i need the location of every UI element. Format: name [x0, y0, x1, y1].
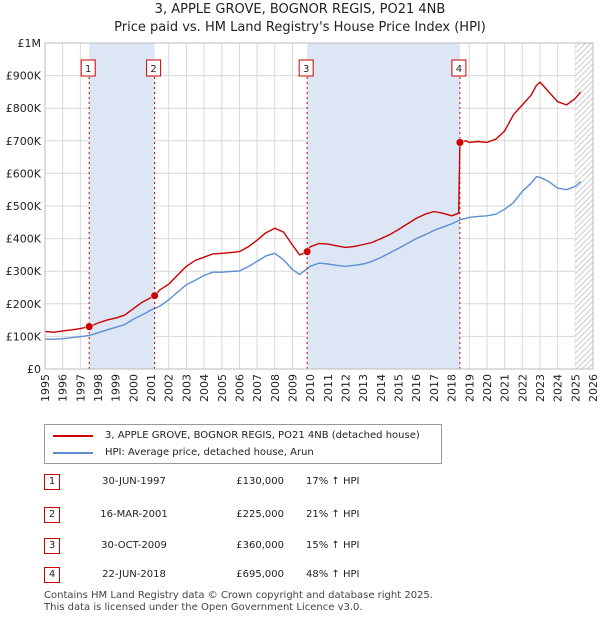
- chart-subtitle: Price paid vs. HM Land Registry's House …: [114, 20, 486, 35]
- sale-hpi-change: 15% ↑ HPI: [306, 540, 360, 551]
- sale-marker-box: [451, 59, 467, 77]
- sale-hpi-change: 48% ↑ HPI: [306, 569, 360, 580]
- x-tick-label: 2001: [145, 374, 158, 402]
- y-tick-label: £200K: [6, 298, 42, 311]
- sale-marker-label: 3: [303, 64, 309, 75]
- x-tick-label: 2007: [251, 374, 264, 402]
- x-tick-label: 1999: [110, 374, 123, 402]
- sale-number: 3: [44, 538, 60, 554]
- sale-hpi-change: 21% ↑ HPI: [306, 509, 360, 520]
- legend-swatch-hpi: [53, 452, 93, 454]
- x-tick-label: 2015: [393, 374, 406, 402]
- x-tick-label: 1996: [57, 374, 70, 402]
- legend-swatch-property: [53, 435, 93, 437]
- x-tick-label: 2023: [534, 374, 547, 402]
- x-tick-label: 2006: [233, 374, 246, 402]
- x-tick-label: 2024: [552, 374, 565, 402]
- price-chart: 1 2 3 4 £0 £100K £200K £300K £400K £500K £600K £70…: [6, 37, 600, 402]
- x-tick-label: 2003: [180, 374, 193, 402]
- legend-label-hpi: HPI: Average price, detached house, Arun: [105, 447, 314, 458]
- x-tick-label: 1997: [74, 374, 87, 402]
- y-tick-label: £800K: [6, 102, 42, 115]
- x-tick-label: 2013: [357, 374, 370, 402]
- y-tick-label: £600K: [6, 167, 42, 180]
- x-tick-label: 2000: [127, 374, 140, 402]
- x-tick-label: 2022: [516, 374, 529, 402]
- sale-point: [455, 138, 464, 147]
- hpi-series: [44, 175, 582, 340]
- sale-marker-label: 1: [85, 64, 91, 75]
- footer-copyright: Contains HM Land Registry data © Crown c…: [44, 590, 433, 601]
- sale-hpi-change: 17% ↑ HPI: [306, 476, 360, 487]
- legend: 3, APPLE GROVE, BOGNOR REGIS, PO21 4NB (…: [44, 424, 442, 464]
- sale-date: 16-MAR-2001: [100, 509, 168, 520]
- x-tick-label: 2014: [375, 374, 388, 402]
- y-tick-label: £1M: [18, 37, 42, 50]
- footer-licence: This data is licensed under the Open Gov…: [44, 602, 363, 613]
- y-tick-label: £900K: [6, 70, 42, 83]
- chart-title: 3, APPLE GROVE, BOGNOR REGIS, PO21 4NB: [154, 2, 446, 17]
- sale-point: [150, 291, 159, 300]
- sale-price: £695,000: [236, 569, 284, 580]
- sale-price: £130,000: [236, 476, 284, 487]
- sale-number: 4: [44, 567, 60, 583]
- y-tick-label: £400K: [6, 233, 42, 246]
- sale-marker-box: [298, 59, 314, 77]
- x-tick-label: 1995: [39, 374, 52, 402]
- sale-marker-box: [146, 59, 162, 77]
- shaded-range: [89, 43, 155, 369]
- x-tick-label: 2012: [340, 374, 353, 402]
- x-tick-label: 2026: [587, 374, 600, 402]
- sale-marker-label: 4: [456, 64, 462, 75]
- sale-date: 30-OCT-2009: [101, 540, 167, 551]
- x-tick-label: 2016: [410, 374, 423, 402]
- y-tick-label: £300K: [6, 265, 42, 278]
- x-tick-label: 2020: [481, 374, 494, 402]
- axes: £0 £100K £200K £300K £400K £500K £600K £700K £80…: [6, 37, 600, 402]
- x-tick-label: 2025: [569, 374, 582, 402]
- x-tick-label: 2017: [428, 374, 441, 402]
- sale-date: 22-JUN-2018: [102, 569, 166, 580]
- x-tick-label: 2021: [499, 374, 512, 402]
- sale-point: [303, 247, 312, 256]
- x-tick-label: 2018: [446, 374, 459, 402]
- sale-date: 30-JUN-1997: [102, 476, 166, 487]
- shaded-range: [307, 43, 460, 369]
- property-line: [44, 81, 582, 333]
- sale-price: £225,000: [236, 509, 284, 520]
- y-tick-label: £0: [27, 363, 41, 376]
- x-tick-label: 2004: [198, 374, 211, 402]
- sale-point: [85, 322, 94, 331]
- sale-marker-label: 2: [150, 64, 156, 75]
- x-tick-label: 1998: [92, 374, 105, 402]
- x-tick-label: 2009: [286, 374, 299, 402]
- forecast-hatch: [575, 43, 593, 369]
- x-tick-label: 2010: [304, 374, 317, 402]
- x-tick-label: 2002: [163, 374, 176, 402]
- x-tick-label: 2005: [216, 374, 229, 402]
- legend-label-property: 3, APPLE GROVE, BOGNOR REGIS, PO21 4NB (…: [105, 430, 420, 441]
- x-tick-label: 2008: [269, 374, 282, 402]
- sale-number: 1: [44, 474, 60, 490]
- sale-price: £360,000: [236, 540, 284, 551]
- property-series: [44, 81, 582, 333]
- sale-marker-box: [80, 59, 96, 77]
- plot-frame: [44, 42, 594, 370]
- hpi-line: [44, 175, 582, 340]
- sale-number: 2: [44, 507, 60, 523]
- x-tick-label: 2011: [322, 374, 335, 402]
- sale-markers: 1 2 3 4: [80, 59, 467, 369]
- y-tick-label: £700K: [6, 135, 42, 148]
- x-tick-label: 2019: [463, 374, 476, 402]
- y-tick-label: £100K: [6, 330, 42, 343]
- y-tick-label: £500K: [6, 200, 42, 213]
